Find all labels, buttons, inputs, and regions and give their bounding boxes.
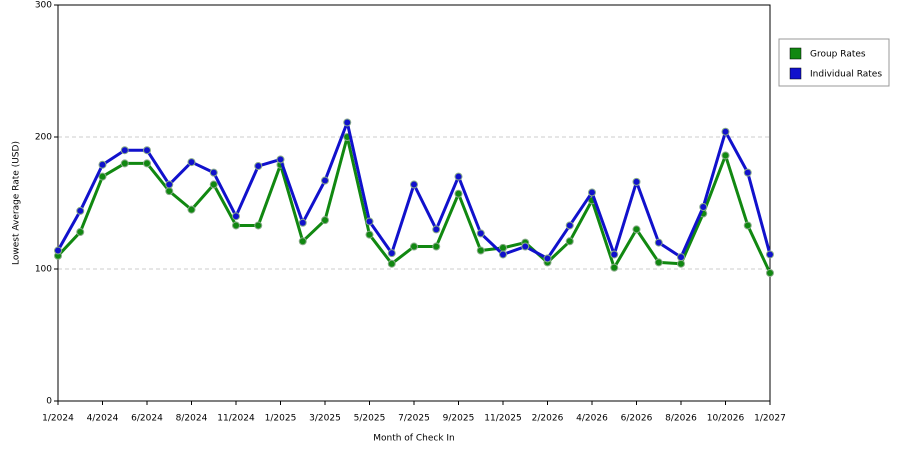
y-axis-label: Lowest Average Rate (USD) — [12, 141, 22, 265]
x-tick-label: 1/2025 — [265, 414, 297, 424]
data-point — [410, 242, 418, 251]
x-tick-label: 7/2025 — [398, 414, 430, 424]
series-line — [56, 120, 772, 260]
data-point — [254, 162, 263, 171]
legend-swatch — [789, 67, 802, 80]
data-point — [365, 230, 374, 239]
y-tick-label: 100 — [35, 265, 52, 275]
data-point — [209, 180, 218, 189]
data-point — [165, 180, 174, 189]
x-tick-label: 4/2026 — [576, 414, 608, 424]
data-point — [743, 168, 752, 177]
data-point — [610, 250, 619, 259]
x-tick-label: 6/2024 — [131, 414, 163, 424]
data-point — [677, 253, 685, 262]
data-point — [543, 254, 552, 263]
data-point — [721, 127, 730, 136]
data-point — [120, 159, 129, 168]
y-tick-label: 300 — [35, 1, 52, 11]
data-point — [588, 188, 596, 197]
data-point — [743, 221, 752, 230]
y-tick-label: 200 — [35, 133, 52, 143]
data-point — [209, 168, 218, 177]
data-point — [721, 151, 730, 160]
data-point — [632, 225, 641, 234]
data-point — [677, 259, 685, 268]
data-point — [766, 250, 774, 259]
data-point — [610, 263, 619, 272]
x-tick-label: 11/2024 — [217, 414, 255, 424]
data-point — [98, 172, 107, 181]
x-tick-label: 11/2025 — [484, 414, 521, 424]
x-tick-label: 4/2024 — [87, 414, 119, 424]
x-tick-label: 1/2024 — [42, 414, 74, 424]
data-point — [298, 218, 307, 227]
data-point — [343, 118, 352, 127]
data-point — [276, 155, 285, 164]
data-point — [432, 242, 441, 251]
data-point — [521, 242, 530, 251]
data-point — [454, 172, 463, 181]
data-point — [432, 225, 441, 234]
plot-frame — [57, 4, 771, 402]
x-tick-label: 9/2025 — [443, 414, 475, 424]
data-point — [654, 238, 663, 247]
x-tick-label: 2/2026 — [532, 414, 564, 424]
legend-swatch — [789, 47, 802, 60]
data-point — [54, 246, 62, 255]
data-point — [298, 237, 307, 246]
legend-label: Group Rates — [810, 50, 866, 60]
series-line — [56, 135, 772, 274]
data-point — [232, 212, 240, 221]
x-tick-label: 3/2025 — [309, 414, 341, 424]
data-point — [766, 268, 774, 277]
data-point — [654, 258, 663, 267]
data-point — [143, 146, 151, 155]
data-point — [165, 187, 174, 196]
x-tick-label: 8/2026 — [665, 414, 697, 424]
data-point — [120, 146, 129, 155]
x-axis-label: Month of Check In — [373, 434, 455, 444]
data-point — [632, 177, 641, 186]
x-tick-label: 8/2024 — [176, 414, 208, 424]
data-point — [232, 221, 240, 230]
data-point — [699, 202, 708, 211]
data-point — [76, 228, 85, 237]
data-point — [476, 229, 485, 238]
y-tick-label: 0 — [46, 397, 52, 407]
data-point — [143, 159, 151, 168]
data-point — [187, 158, 196, 167]
data-point — [565, 237, 574, 246]
x-tick-label: 1/2027 — [754, 414, 786, 424]
data-point — [321, 216, 329, 225]
data-point — [76, 206, 85, 215]
data-point — [321, 176, 329, 185]
data-point — [254, 221, 263, 230]
x-tick-label: 10/2026 — [707, 414, 745, 424]
data-point — [387, 259, 396, 268]
data-point — [387, 249, 396, 258]
legend-label: Individual Rates — [810, 70, 882, 80]
data-point — [565, 221, 574, 230]
data-point — [187, 205, 196, 214]
data-point — [499, 250, 507, 259]
x-tick-label: 6/2026 — [621, 414, 653, 424]
x-tick-label: 5/2025 — [354, 414, 386, 424]
data-point — [98, 160, 107, 169]
data-point — [410, 180, 418, 189]
data-point — [365, 217, 374, 226]
data-point — [476, 246, 485, 255]
data-point — [454, 189, 463, 198]
